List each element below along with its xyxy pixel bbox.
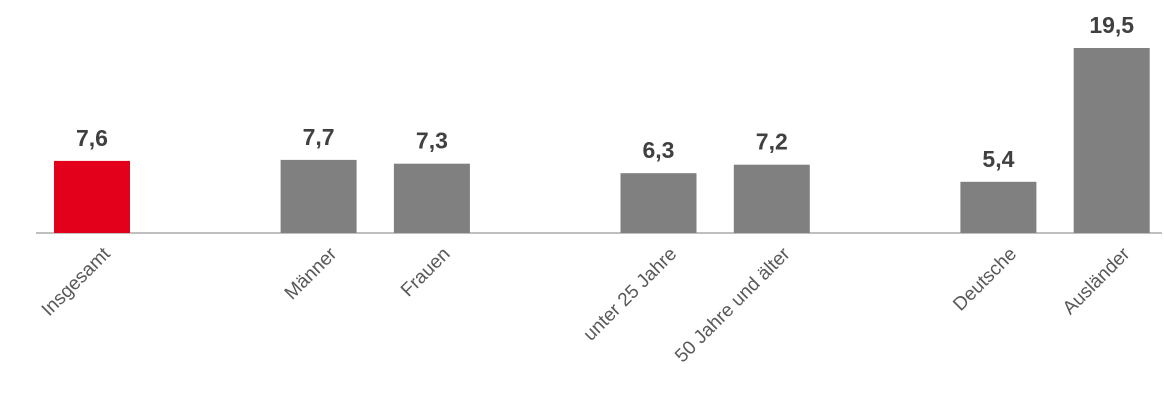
data-label-maenner: 7,7 bbox=[303, 124, 335, 150]
tick-label-50-jahre-und-aelter: 50 Jahre und älter bbox=[671, 243, 795, 367]
tick-label-deutsche: Deutsche bbox=[949, 244, 1021, 316]
data-label-auslaender: 19,5 bbox=[1089, 12, 1134, 38]
bars bbox=[54, 48, 1150, 233]
tick-label-insgesamt: Insgesamt bbox=[38, 243, 115, 320]
bar-frauen bbox=[393, 163, 470, 233]
tick-label-unter-25-jahre: unter 25 Jahre bbox=[580, 244, 681, 345]
bar-insgesamt bbox=[54, 160, 130, 233]
data-label-deutsche: 5,4 bbox=[982, 146, 1014, 172]
bar-maenner bbox=[280, 159, 357, 233]
bar-unter-25-jahre bbox=[620, 173, 697, 233]
bar-deutsche bbox=[960, 181, 1037, 233]
data-label-insgesamt: 7,6 bbox=[76, 125, 108, 151]
data-label-unter-25-jahre: 6,3 bbox=[643, 137, 675, 163]
tick-label-maenner: Männer bbox=[281, 243, 342, 304]
bar-auslaender bbox=[1073, 48, 1150, 233]
bar-50-jahre-und-aelter bbox=[733, 164, 810, 233]
tick-label-frauen: Frauen bbox=[397, 244, 454, 301]
data-label-frauen: 7,3 bbox=[416, 128, 448, 154]
data-label-50-jahre-und-aelter: 7,2 bbox=[756, 129, 788, 155]
data-labels: 7,6 7,7 7,3 6,3 7,2 5,4 19,5 bbox=[76, 12, 1134, 172]
tick-label-auslaender: Ausländer bbox=[1059, 243, 1135, 319]
